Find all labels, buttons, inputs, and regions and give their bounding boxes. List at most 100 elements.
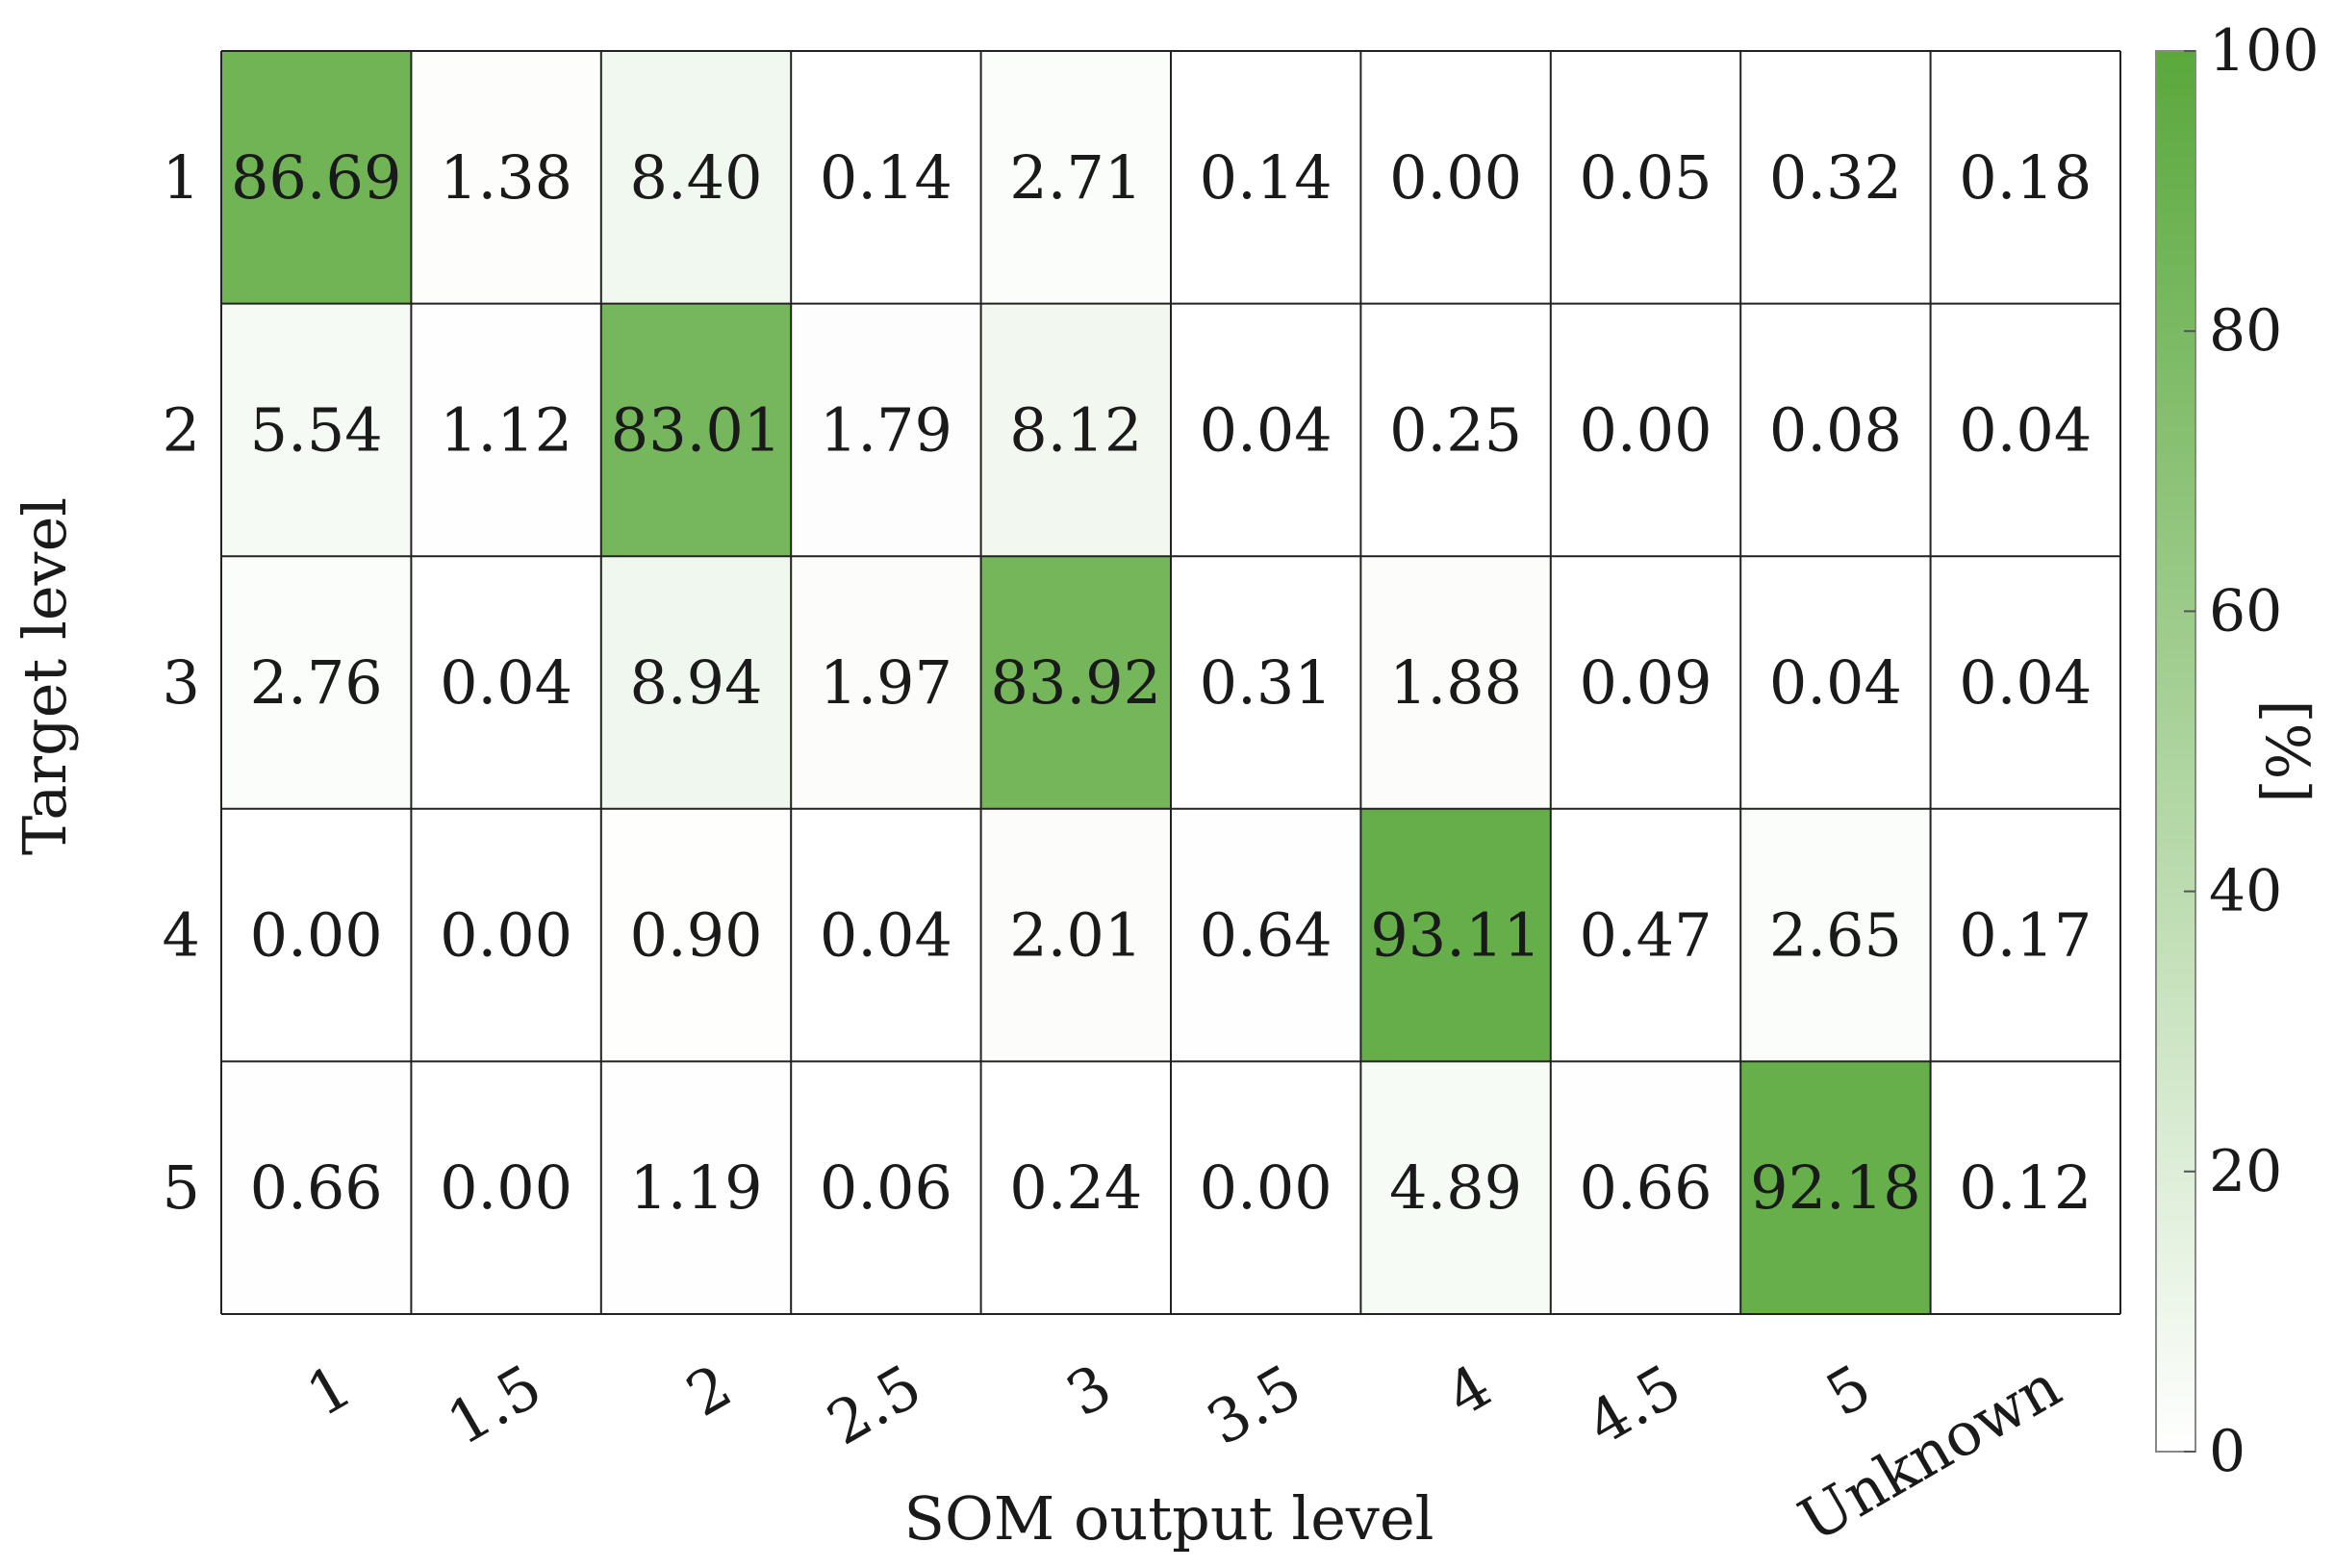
cell-value-label: 0.32 — [1769, 142, 1902, 213]
cell-value-label: 0.00 — [1389, 142, 1522, 213]
x-tick-label: 1.5 — [436, 1351, 553, 1459]
cell-value-label: 1.38 — [440, 142, 572, 213]
heatmap-cell — [600, 556, 792, 809]
heatmap-cell — [1740, 303, 1931, 557]
heatmap-cell — [221, 303, 412, 557]
cell-value-label: 0.00 — [440, 1152, 572, 1223]
heatmap-cell — [411, 51, 601, 304]
cell-value-label: 8.12 — [1009, 394, 1142, 465]
y-tick-label: 2 — [163, 394, 200, 465]
x-axis-title: SOM output level — [904, 1483, 1434, 1554]
cell-value-label: 1.97 — [820, 647, 952, 718]
heatmap-cell — [1360, 1061, 1551, 1314]
heatmap-cell — [1171, 303, 1361, 557]
cell-value-label: 0.00 — [440, 900, 572, 971]
cell-value-label: 1.88 — [1389, 647, 1522, 718]
cell-value-label: 0.47 — [1579, 900, 1712, 971]
cell-value-label: 4.89 — [1389, 1152, 1522, 1223]
heatmap-grid — [220, 50, 2121, 1315]
cell-value-label: 0.08 — [1769, 394, 1902, 465]
heatmap-cell — [1740, 556, 1931, 809]
cell-value-label: 0.12 — [1959, 1152, 2092, 1223]
cell-value-label: 0.14 — [820, 142, 952, 213]
heatmap-cell — [1550, 1061, 1741, 1314]
heatmap-cell — [1930, 808, 2120, 1062]
heatmap-cell — [980, 303, 1171, 557]
cell-value-label: 0.25 — [1389, 394, 1522, 465]
x-tick-label: 2.5 — [816, 1351, 933, 1459]
cell-value-label: 8.40 — [629, 142, 762, 213]
cell-value-label: 93.11 — [1370, 900, 1541, 971]
cell-value-label: 0.05 — [1579, 142, 1712, 213]
heatmap-cell — [1930, 1061, 2120, 1314]
heatmap-cell — [600, 1061, 792, 1314]
cell-value-label: 1.12 — [440, 394, 572, 465]
heatmap-cell — [1550, 808, 1741, 1062]
heatmap-cell — [1360, 51, 1551, 304]
cell-value-label: 0.04 — [1200, 394, 1332, 465]
cell-value-label: 0.04 — [1959, 394, 2092, 465]
cell-value-label: 0.00 — [1200, 1152, 1332, 1223]
cell-value-label: 0.04 — [820, 900, 952, 971]
cell-value-label: 2.65 — [1769, 900, 1902, 971]
cell-value-label: 0.04 — [1959, 647, 2092, 718]
colorbar-tick-label: 0 — [2209, 1418, 2245, 1485]
cell-value-label: 0.64 — [1200, 900, 1332, 971]
heatmap-cell — [980, 1061, 1171, 1314]
heatmap-cell — [1360, 808, 1551, 1062]
heatmap-cell — [600, 808, 792, 1062]
heatmap-cell — [1930, 556, 2120, 809]
y-tick-label: 1 — [163, 142, 200, 213]
x-tick-label: 1 — [295, 1351, 364, 1430]
heatmap-cell — [1171, 808, 1361, 1062]
heatmap-cell-labels: 86.69 1.38 8.40 0.14 2.71 0.14 0.00 0.05 0.32 0.1… — [231, 142, 2092, 1223]
cell-value-label: 0.04 — [1769, 647, 1902, 718]
y-tick-label: 3 — [163, 647, 200, 718]
heatmap-cell — [1740, 808, 1931, 1062]
cell-value-label: 0.24 — [1009, 1152, 1142, 1223]
cell-value-label: 2.76 — [250, 647, 383, 718]
heatmap-cell — [791, 51, 981, 304]
cell-value-label: 0.17 — [1959, 900, 2092, 971]
heatmap-cell — [791, 303, 981, 557]
x-tick-label: 2 — [675, 1351, 744, 1430]
cell-value-label: 83.92 — [991, 647, 1162, 718]
cell-value-label: 86.69 — [231, 142, 402, 213]
heatmap-cell — [600, 51, 792, 304]
cell-value-label: 0.14 — [1200, 142, 1332, 213]
colorbar-tick-label: 20 — [2209, 1138, 2282, 1205]
heatmap-cell — [411, 303, 601, 557]
cell-value-label: 0.09 — [1579, 647, 1712, 718]
cell-value-label: 0.66 — [250, 1152, 383, 1223]
cell-value-label: 0.00 — [250, 900, 383, 971]
y-tick-label: 5 — [163, 1152, 200, 1223]
colorbar-gradient-bar — [2155, 50, 2196, 1453]
heatmap-cell — [221, 51, 412, 304]
heatmap-cell — [980, 808, 1171, 1062]
cell-value-label: 8.94 — [629, 647, 762, 718]
heatmap-cell — [221, 808, 412, 1062]
heatmap-cell — [1171, 1061, 1361, 1314]
cell-value-label: 1.79 — [820, 394, 952, 465]
cell-value-label: 0.00 — [1579, 394, 1712, 465]
heatmap-cells — [221, 51, 2120, 1314]
x-tick-label: 5 — [1814, 1351, 1883, 1430]
heatmap-cell — [791, 556, 981, 809]
cell-value-label: 0.31 — [1200, 647, 1332, 718]
colorbar-ticks: 0 20 40 60 80 100 — [2184, 17, 2320, 1485]
colorbar-tick-label: 100 — [2209, 17, 2320, 85]
cell-value-label: 0.66 — [1579, 1152, 1712, 1223]
cell-value-label: 2.01 — [1009, 900, 1142, 971]
heatmap-cell — [980, 556, 1171, 809]
colorbar-label: [%] — [2252, 699, 2322, 802]
colorbar-tick-label: 60 — [2209, 577, 2282, 645]
cell-value-label: 0.06 — [820, 1152, 952, 1223]
cell-value-label: 0.90 — [629, 900, 762, 971]
heatmap-cell — [1360, 303, 1551, 557]
heatmap-cell — [1930, 303, 2120, 557]
cell-value-label: 5.54 — [250, 394, 383, 465]
cell-value-label: 0.18 — [1959, 142, 2092, 213]
colorbar-tick-label: 80 — [2209, 297, 2282, 365]
heatmap-cell — [1550, 556, 1741, 809]
heatmap-cell — [411, 1061, 601, 1314]
